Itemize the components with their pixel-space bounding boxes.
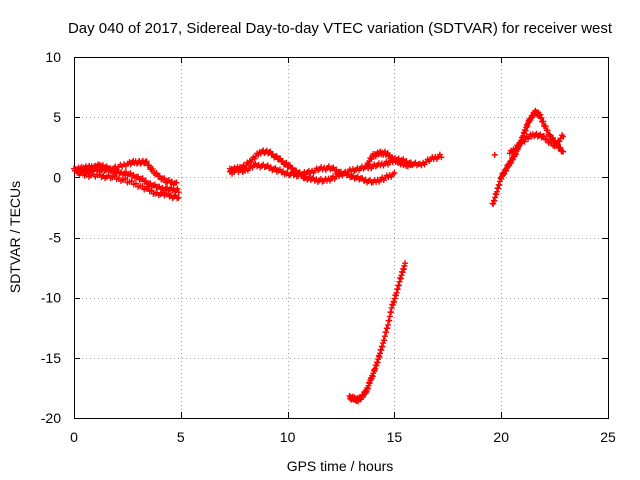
axis-ticks: 0 5 10 15 20 25 -20 -15 -10 -5 0 5 10 — [41, 49, 616, 445]
data-point — [515, 144, 522, 151]
data-point — [325, 163, 332, 170]
data-point — [143, 158, 150, 165]
data-point — [175, 189, 182, 196]
data-point — [149, 166, 156, 173]
data-point — [173, 179, 180, 186]
data-point — [491, 151, 498, 158]
data-series — [226, 147, 445, 186]
data-point — [544, 127, 551, 134]
y-tick-label: -10 — [41, 290, 61, 306]
data-point — [132, 180, 139, 187]
data-point — [142, 177, 149, 184]
data-point — [156, 173, 163, 180]
x-tick-label: 25 — [600, 429, 616, 445]
x-tick-label: 20 — [493, 429, 509, 445]
chart-title: Day 040 of 2017, Sidereal Day-to-day VTE… — [68, 20, 613, 37]
data-point — [391, 169, 398, 176]
data-point — [147, 180, 154, 187]
data-series — [346, 260, 409, 405]
x-tick-label: 10 — [280, 429, 296, 445]
data-point — [148, 187, 155, 194]
data-point — [153, 170, 160, 177]
data-point — [282, 160, 289, 167]
data-point — [139, 175, 146, 182]
data-point — [438, 154, 445, 161]
data-point — [557, 144, 564, 151]
data-point — [543, 136, 550, 143]
data-point — [175, 194, 182, 201]
y-tick-label: -5 — [49, 230, 62, 246]
data-point — [330, 164, 337, 171]
data-point — [548, 139, 555, 146]
data-point — [139, 183, 146, 190]
data-point — [135, 173, 142, 180]
data-point — [122, 168, 129, 175]
data-point — [540, 133, 547, 140]
data-point — [560, 148, 567, 155]
data-point — [560, 133, 567, 140]
data-point — [521, 138, 528, 145]
y-tick-label: 10 — [45, 49, 61, 65]
x-tick-label: 5 — [177, 429, 185, 445]
data-points — [71, 107, 567, 405]
data-point — [151, 181, 158, 188]
data-point — [407, 162, 414, 169]
data-point — [272, 164, 279, 171]
data-point — [333, 166, 340, 173]
data-point — [283, 159, 290, 166]
data-point — [542, 123, 549, 130]
x-axis-label: GPS time / hours — [287, 458, 394, 474]
data-point — [273, 152, 280, 159]
data-point — [128, 178, 135, 185]
data-series — [71, 157, 182, 202]
y-axis-label: SDTVAR / TECUs — [7, 181, 23, 293]
y-tick-label: -15 — [41, 350, 61, 366]
y-tick-label: 5 — [53, 109, 61, 125]
data-point — [174, 185, 181, 192]
x-tick-label: 15 — [387, 429, 403, 445]
data-series — [489, 107, 567, 207]
data-point — [402, 260, 409, 267]
y-tick-label: 0 — [53, 169, 61, 185]
data-point — [368, 156, 375, 163]
data-point — [161, 175, 168, 182]
data-point — [122, 175, 129, 182]
data-point — [146, 162, 153, 169]
data-point — [546, 131, 553, 138]
grid — [74, 57, 608, 418]
data-point — [556, 138, 563, 145]
data-point — [365, 161, 372, 168]
data-point — [408, 161, 415, 168]
data-point — [144, 184, 151, 191]
x-tick-label: 0 — [70, 429, 78, 445]
y-tick-label: -20 — [41, 410, 61, 426]
